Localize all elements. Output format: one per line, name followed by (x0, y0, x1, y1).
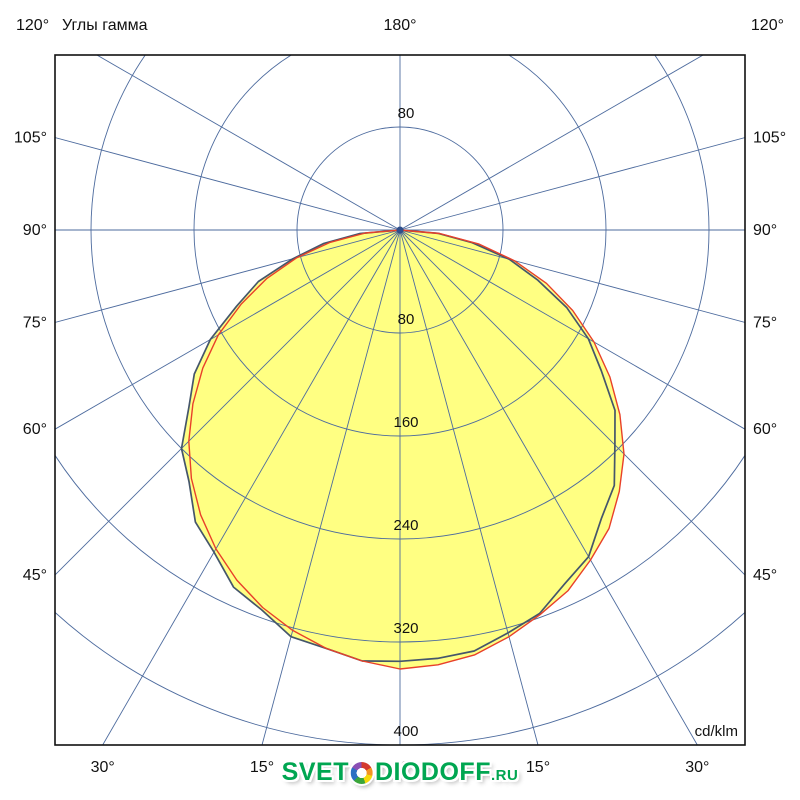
watermark-logo-icon (350, 761, 373, 784)
plot-frame (54, 54, 746, 746)
side-angle-label-right: 90° (753, 222, 777, 239)
bottom-angle-label: 30° (685, 759, 709, 776)
side-angle-label-right: 60° (753, 421, 777, 438)
grid-radial-line (55, 229, 401, 430)
grid-radial-line (55, 229, 401, 576)
bottom-angle-label: 30° (91, 759, 115, 776)
side-angle-label-left: 45° (23, 567, 47, 584)
bottom-angle-label: 15° (250, 759, 274, 776)
top-angle-label: 180° (383, 17, 416, 34)
grid-radial-line (95, 55, 401, 231)
side-angle-label-right: 105° (753, 130, 786, 147)
intensity-fill (181, 230, 615, 662)
grid-radial-line (399, 229, 698, 745)
watermark: SVET DIODOFF .RU (282, 760, 519, 785)
polar-center-marker (396, 226, 404, 234)
bottom-angle-label: 15° (526, 759, 550, 776)
intensity-curve (180, 229, 616, 663)
radial-tick-label: 400 (393, 723, 418, 740)
grid-radial-line (261, 229, 401, 745)
grid-radial-line (399, 229, 539, 745)
grid-radial-line (102, 229, 401, 745)
watermark-text-left: SVET (281, 758, 349, 786)
side-angle-label-left: 60° (23, 421, 47, 438)
grid-radial-line (399, 137, 745, 231)
grid-radial-line (399, 229, 745, 576)
radial-tick-label: 240 (393, 517, 418, 534)
side-angle-label-right: 45° (753, 567, 777, 584)
units-label: cd/klm (695, 723, 738, 740)
radial-tick-label: 320 (393, 620, 418, 637)
radial-tick-label: 80 (398, 311, 415, 328)
bottom-angle-label: 0° (392, 759, 407, 776)
corner-angle-label-left: 120° (16, 17, 49, 34)
radial-tick-label: 160 (393, 414, 418, 431)
radial-tick-label: 80 (398, 105, 415, 122)
grid-radial-line (399, 55, 705, 231)
intensity-curve (188, 229, 625, 670)
side-angle-label-left: 90° (23, 222, 47, 239)
grid-radial-line (399, 229, 745, 430)
side-angle-label-left: 105° (14, 130, 47, 147)
corner-angle-label-right: 120° (751, 17, 784, 34)
side-angle-label-left: 75° (23, 314, 47, 331)
watermark-text-right: DIODOFF (374, 758, 491, 786)
chart-title: Углы гамма (62, 17, 148, 34)
watermark-suffix: .RU (490, 767, 519, 784)
side-angle-label-right: 75° (753, 314, 777, 331)
grid-radial-line (399, 229, 745, 323)
grid-radial-line (55, 229, 401, 323)
grid-radial-line (55, 137, 401, 231)
